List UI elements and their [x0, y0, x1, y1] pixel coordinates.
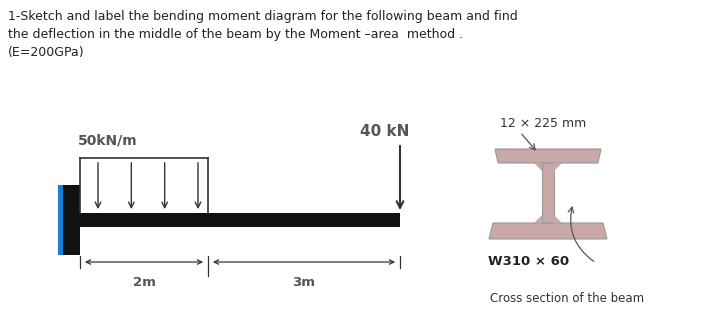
Text: 12 × 225 mm: 12 × 225 mm	[500, 117, 586, 130]
Text: 50kN/m: 50kN/m	[78, 134, 138, 148]
Text: Cross section of the beam: Cross section of the beam	[490, 292, 644, 305]
Polygon shape	[534, 215, 542, 223]
Polygon shape	[489, 223, 607, 239]
Text: the deflection in the middle of the beam by the Moment –area  method .: the deflection in the middle of the beam…	[8, 28, 463, 41]
Bar	[62, 185, 80, 255]
Polygon shape	[554, 215, 562, 223]
Text: 3m: 3m	[293, 276, 316, 289]
Text: 2m: 2m	[133, 276, 155, 289]
Bar	[58, 185, 63, 255]
Text: (E=200GPa): (E=200GPa)	[8, 46, 84, 59]
Polygon shape	[534, 163, 542, 171]
Bar	[542, 163, 554, 223]
Text: 1-Sketch and label the bending moment diagram for the following beam and find: 1-Sketch and label the bending moment di…	[8, 10, 518, 23]
Text: 40 kN: 40 kN	[360, 124, 409, 139]
Text: W310 × 60: W310 × 60	[488, 255, 569, 268]
Polygon shape	[495, 149, 601, 163]
Bar	[80, 213, 400, 227]
Polygon shape	[554, 163, 562, 171]
